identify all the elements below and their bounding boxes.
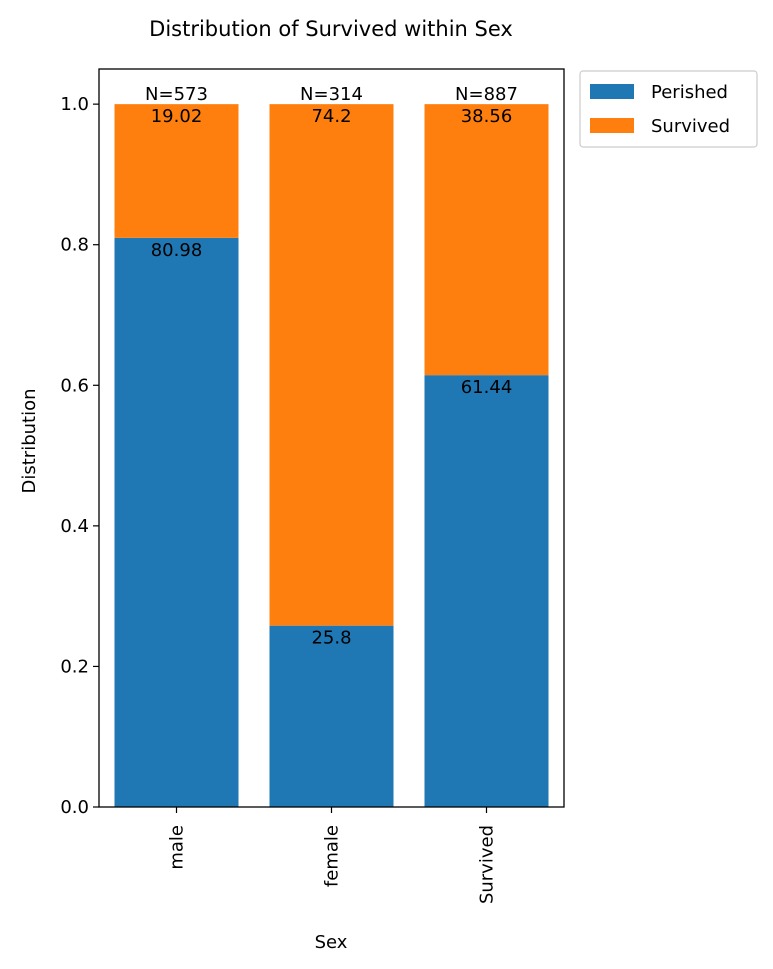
data-label-perished-female: 25.8 <box>311 628 351 649</box>
data-label-perished-survived: 61.44 <box>461 377 513 398</box>
x-tick-label-female: female <box>322 825 343 887</box>
plot-area: 80.98 19.02N=573 25.8 74.2N=314 61.44 38.56N=… <box>114 84 549 807</box>
total-label-female: N=314 <box>300 84 363 105</box>
y-axis-label: Distribution <box>19 388 40 493</box>
legend-label-survived: Survived <box>651 116 730 137</box>
data-label-survived-female: 74.2 <box>311 106 351 127</box>
y-tick-label: 0.6 <box>60 375 89 396</box>
bar-perished-male <box>114 237 239 807</box>
data-label-perished-male: 80.98 <box>151 240 203 261</box>
data-label-survived-survived: 38.56 <box>461 106 513 127</box>
x-tick-label-survived: Survived <box>477 825 498 904</box>
y-tick-label: 0.4 <box>60 516 89 537</box>
x-axis: male female Survived <box>167 807 498 904</box>
legend-label-perished: Perished <box>651 82 728 103</box>
y-tick-label: 0.2 <box>60 656 89 677</box>
y-tick-label: 1.0 <box>60 94 89 115</box>
legend-swatch-survived <box>590 118 634 133</box>
chart-title: Distribution of Survived within Sex <box>149 17 513 41</box>
bar-perished-survived <box>424 375 549 807</box>
bar-survived-male <box>114 104 239 238</box>
x-axis-label: Sex <box>315 932 348 953</box>
legend-swatch-perished <box>590 84 634 99</box>
total-label-male: N=573 <box>145 84 208 105</box>
bar-survived-female <box>269 104 394 626</box>
legend: Perished Survived <box>579 70 758 148</box>
x-tick-label-male: male <box>167 825 188 870</box>
y-axis: 0.0 0.2 0.4 0.6 0.8 1.0 <box>60 94 99 818</box>
y-tick-label: 0.8 <box>60 235 89 256</box>
bar-survived-survived <box>424 104 549 376</box>
total-label-survived: N=887 <box>455 84 518 105</box>
bar-perished-female <box>269 625 394 807</box>
data-label-survived-male: 19.02 <box>151 106 203 127</box>
y-tick-label: 0.0 <box>60 797 89 818</box>
